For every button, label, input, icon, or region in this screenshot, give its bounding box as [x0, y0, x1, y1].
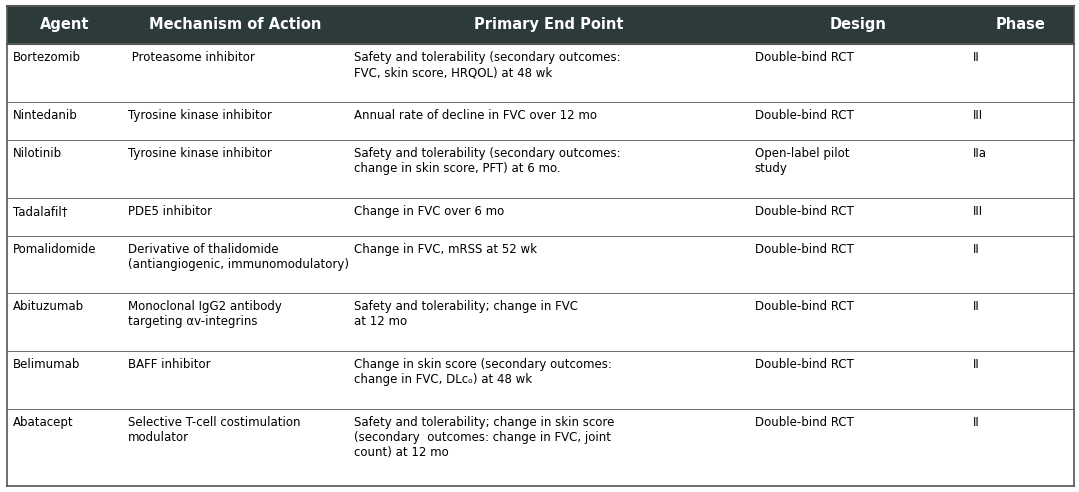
- Text: III: III: [973, 109, 983, 122]
- Text: Agent: Agent: [40, 18, 90, 32]
- Text: II: II: [973, 243, 980, 256]
- Text: Proteasome inhibitor: Proteasome inhibitor: [128, 51, 255, 64]
- Text: II: II: [973, 301, 980, 313]
- Text: Nilotinib: Nilotinib: [13, 147, 63, 160]
- Text: BAFF inhibitor: BAFF inhibitor: [128, 358, 210, 371]
- Text: PDE5 inhibitor: PDE5 inhibitor: [128, 205, 213, 217]
- Text: Derivative of thalidomide
(antiangiogenic, immunomodulatory): Derivative of thalidomide (antiangiogeni…: [128, 243, 350, 271]
- Bar: [6, 44, 1074, 102]
- Text: Belimumab: Belimumab: [13, 358, 80, 371]
- Text: Phase: Phase: [996, 18, 1046, 32]
- Bar: [6, 102, 1074, 140]
- Bar: [6, 198, 1074, 236]
- Text: Bortezomib: Bortezomib: [13, 51, 81, 64]
- Text: Open-label pilot
study: Open-label pilot study: [754, 147, 849, 175]
- Text: II: II: [973, 358, 980, 371]
- Text: Double-bind RCT: Double-bind RCT: [754, 243, 853, 256]
- Text: Nintedanib: Nintedanib: [13, 109, 78, 122]
- Text: II: II: [973, 416, 980, 429]
- Bar: [6, 236, 1074, 293]
- Bar: [6, 351, 1074, 409]
- Text: Double-bind RCT: Double-bind RCT: [754, 416, 853, 429]
- Text: III: III: [973, 205, 983, 217]
- Bar: [6, 409, 1074, 486]
- Text: IIa: IIa: [973, 147, 987, 160]
- Text: Monoclonal IgG2 antibody
targeting αv-integrins: Monoclonal IgG2 antibody targeting αv-in…: [128, 301, 282, 329]
- Text: Abituzumab: Abituzumab: [13, 301, 84, 313]
- Bar: [6, 293, 1074, 351]
- Text: Abatacept: Abatacept: [13, 416, 73, 429]
- Text: Mechanism of Action: Mechanism of Action: [149, 18, 322, 32]
- Text: Change in skin score (secondary outcomes:
change in FVC, DLᴄₒ) at 48 wk: Change in skin score (secondary outcomes…: [354, 358, 612, 386]
- Bar: [6, 6, 1074, 44]
- Text: Safety and tolerability; change in skin score
(secondary  outcomes: change in FV: Safety and tolerability; change in skin …: [354, 416, 615, 459]
- Text: II: II: [973, 51, 980, 64]
- Text: Safety and tolerability (secondary outcomes:
change in skin score, PFT) at 6 mo.: Safety and tolerability (secondary outco…: [354, 147, 622, 175]
- Bar: [6, 140, 1074, 198]
- Text: Pomalidomide: Pomalidomide: [13, 243, 96, 256]
- Text: Primary End Point: Primary End Point: [474, 18, 624, 32]
- Text: Annual rate of decline in FVC over 12 mo: Annual rate of decline in FVC over 12 mo: [354, 109, 598, 122]
- Text: Safety and tolerability (secondary outcomes:
FVC, skin score, HRQOL) at 48 wk: Safety and tolerability (secondary outco…: [354, 51, 622, 79]
- Text: Double-bind RCT: Double-bind RCT: [754, 358, 853, 371]
- Text: Selective T-cell costimulation
modulator: Selective T-cell costimulation modulator: [128, 416, 301, 444]
- Text: Tyrosine kinase inhibitor: Tyrosine kinase inhibitor: [128, 109, 272, 122]
- Text: Change in FVC over 6 mo: Change in FVC over 6 mo: [354, 205, 505, 217]
- Text: Tadalafil†: Tadalafil†: [13, 205, 68, 217]
- Text: Design: Design: [830, 18, 886, 32]
- Text: Tyrosine kinase inhibitor: Tyrosine kinase inhibitor: [128, 147, 272, 160]
- Text: Double-bind RCT: Double-bind RCT: [754, 51, 853, 64]
- Text: Double-bind RCT: Double-bind RCT: [754, 301, 853, 313]
- Text: Double-bind RCT: Double-bind RCT: [754, 109, 853, 122]
- Text: Double-bind RCT: Double-bind RCT: [754, 205, 853, 217]
- Text: Change in FVC, mRSS at 52 wk: Change in FVC, mRSS at 52 wk: [354, 243, 537, 256]
- Text: Safety and tolerability; change in FVC
at 12 mo: Safety and tolerability; change in FVC a…: [354, 301, 578, 329]
